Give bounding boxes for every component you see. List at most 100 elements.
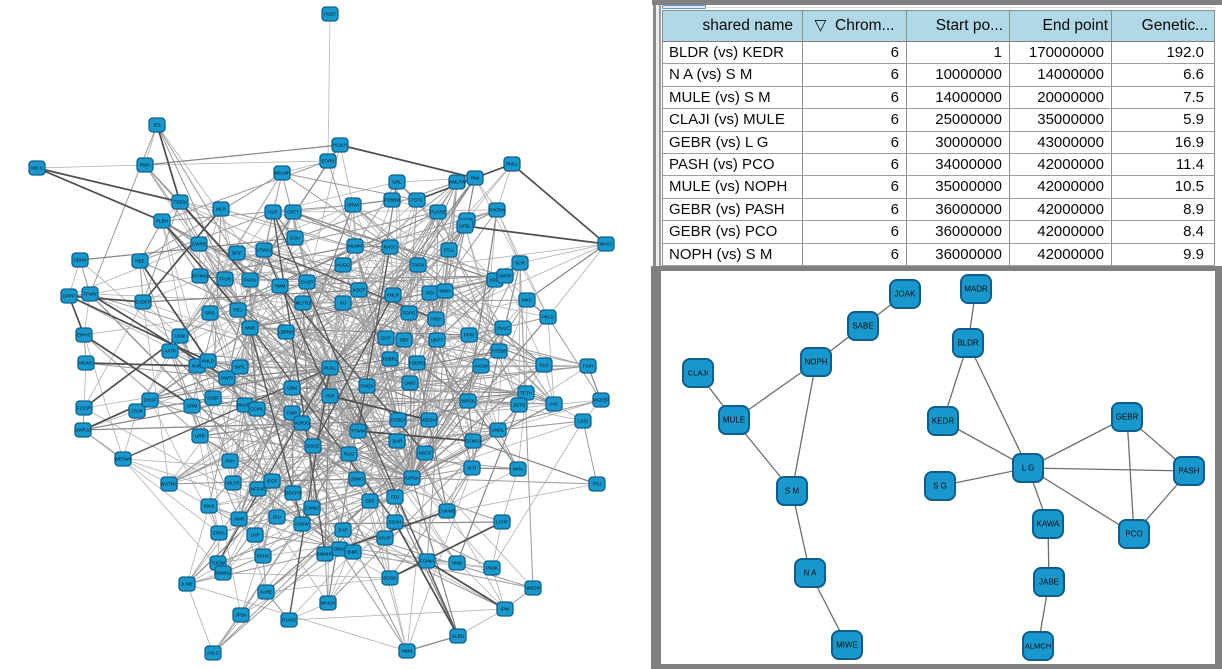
svg-text:S M: S M	[785, 487, 800, 496]
svg-text:CCIHL: CCIHL	[250, 407, 264, 412]
svg-text:NGCF: NGCF	[419, 451, 432, 456]
svg-text:HIGH: HIGH	[430, 317, 441, 322]
svg-text:S G: S G	[933, 482, 947, 491]
svg-text:DHOF: DHOF	[144, 398, 157, 403]
svg-text:UBM: UBM	[287, 386, 297, 391]
svg-text:FDJ: FDJ	[391, 495, 399, 500]
svg-text:TPU: TPU	[593, 482, 602, 487]
svg-text:IOLTR: IOLTR	[227, 481, 241, 486]
svg-text:MULE: MULE	[723, 416, 745, 425]
svg-text:PEU: PEU	[233, 308, 242, 313]
svg-text:TFUR: TFUR	[219, 277, 232, 282]
svg-text:HMO: HMO	[452, 561, 463, 566]
svg-text:TUOW: TUOW	[211, 561, 225, 566]
svg-text:TGBSI: TGBSI	[173, 200, 187, 205]
svg-text:UFBL: UFBL	[459, 224, 471, 229]
svg-text:POBBW: POBBW	[384, 198, 402, 203]
svg-text:UDHN: UDHN	[74, 258, 87, 263]
svg-text:GEBR: GEBR	[1116, 413, 1139, 422]
svg-text:CUKWB: CUKWB	[439, 509, 456, 514]
svg-text:KWJI: KWJI	[204, 504, 215, 509]
svg-text:FSIH: FSIH	[583, 364, 593, 369]
svg-text:NFFAE: NFFAE	[251, 487, 266, 492]
svg-text:RIM: RIM	[471, 176, 480, 181]
svg-text:KNLR: KNLR	[387, 293, 400, 298]
svg-text:RMLL: RMLL	[506, 162, 519, 167]
svg-text:MWH: MWH	[439, 289, 450, 294]
svg-text:FLSSP: FLSSP	[77, 406, 91, 411]
svg-text:FWP: FWP	[287, 411, 297, 416]
svg-text:OBKC: OBKC	[334, 547, 348, 552]
svg-text:MLR: MLR	[216, 207, 226, 212]
svg-text:PDI: PDI	[426, 291, 434, 296]
svg-text:HTEBR: HTEBR	[491, 349, 507, 354]
svg-text:AAGM: AAGM	[474, 364, 488, 369]
svg-text:TTWW: TTWW	[351, 429, 366, 434]
svg-text:EIPHC: EIPHC	[77, 333, 92, 338]
svg-text:FNP: FNP	[326, 394, 335, 399]
svg-text:AARE: AARE	[260, 590, 272, 595]
svg-text:HMM: HMM	[275, 284, 286, 289]
svg-text:EAP: EAP	[338, 528, 347, 533]
svg-text:AATR: AATR	[164, 349, 176, 354]
svg-text:BFIF: BFIF	[232, 251, 242, 256]
svg-text:TAIFN: TAIFN	[412, 263, 425, 268]
svg-text:GLBG: GLBG	[452, 634, 465, 639]
svg-text:KAWA: KAWA	[1037, 520, 1061, 529]
svg-text:ALMCH: ALMCH	[1025, 642, 1051, 651]
svg-text:UWRJU: UWRJU	[75, 428, 91, 433]
svg-text:FGPG: FGPG	[403, 311, 416, 316]
svg-text:GRL: GRL	[392, 180, 402, 185]
svg-text:GOU: GOU	[290, 236, 300, 241]
svg-text:PNGN: PNGN	[360, 384, 373, 389]
svg-text:MHICN: MHICN	[321, 601, 336, 606]
svg-text:HJOW: HJOW	[295, 522, 309, 527]
svg-text:AFIT: AFIT	[467, 466, 477, 471]
svg-text:JLKR: JLKR	[391, 439, 403, 444]
svg-text:SBP: SBP	[399, 338, 408, 343]
svg-text:KNLD: KNLD	[202, 359, 215, 364]
svg-text:LKP: LKP	[251, 533, 260, 538]
svg-text:IWCC: IWCC	[31, 166, 44, 171]
svg-text:KNJP: KNJP	[379, 536, 391, 541]
svg-text:AMR: AMR	[234, 517, 245, 522]
svg-text:ANDL: ANDL	[492, 428, 505, 433]
svg-text:IUPGK: IUPGK	[405, 476, 419, 481]
svg-text:WRSK: WRSK	[461, 399, 475, 404]
svg-text:FKOU: FKOU	[244, 278, 257, 283]
svg-text:HCILH: HCILH	[333, 143, 347, 148]
svg-text:PMJK: PMJK	[486, 566, 498, 571]
svg-text:EUDFP: EUDFP	[135, 300, 150, 305]
svg-text:WELMH: WELMH	[274, 171, 291, 176]
svg-text:RWA: RWA	[140, 163, 150, 168]
svg-text:STLL: STLL	[444, 248, 455, 253]
svg-text:ICGF: ICGF	[267, 479, 278, 484]
svg-text:L G: L G	[1022, 464, 1035, 473]
svg-text:MLTTD: MLTTD	[296, 301, 311, 306]
svg-text:JDWO: JDWO	[350, 477, 364, 482]
svg-text:HULE: HULE	[497, 326, 509, 331]
svg-text:JISTB: JISTB	[513, 403, 525, 408]
svg-text:JLNIE: JLNIE	[181, 582, 193, 587]
svg-text:FKH: FKH	[226, 459, 235, 464]
svg-text:AGRJG: AGRJG	[294, 421, 310, 426]
svg-text:FGIMA: FGIMA	[420, 559, 434, 564]
svg-text:IHJ: IHJ	[340, 301, 347, 306]
svg-text:SCR: SCR	[515, 261, 525, 266]
svg-text:LCHF: LCHF	[496, 520, 508, 525]
svg-text:IES: IES	[153, 123, 160, 128]
svg-text:KEDR: KEDR	[932, 417, 954, 426]
svg-text:TFWN: TFWN	[84, 292, 97, 297]
svg-text:DAGR: DAGR	[300, 280, 314, 285]
svg-text:HWN: HWN	[402, 649, 413, 654]
svg-text:PCO: PCO	[1125, 530, 1142, 539]
svg-text:BIMC: BIMC	[347, 550, 359, 555]
svg-text:KDRI: KDRI	[490, 278, 501, 283]
svg-text:PSBRL: PSBRL	[383, 357, 398, 362]
svg-text:JTLM: JTLM	[131, 409, 143, 414]
svg-text:EBS: EBS	[365, 499, 374, 504]
svg-text:PSDF: PSDF	[324, 12, 336, 17]
svg-text:URR: URR	[195, 434, 205, 439]
svg-text:WNR: WNR	[245, 326, 256, 331]
svg-text:PFRI: PFRI	[464, 333, 474, 338]
